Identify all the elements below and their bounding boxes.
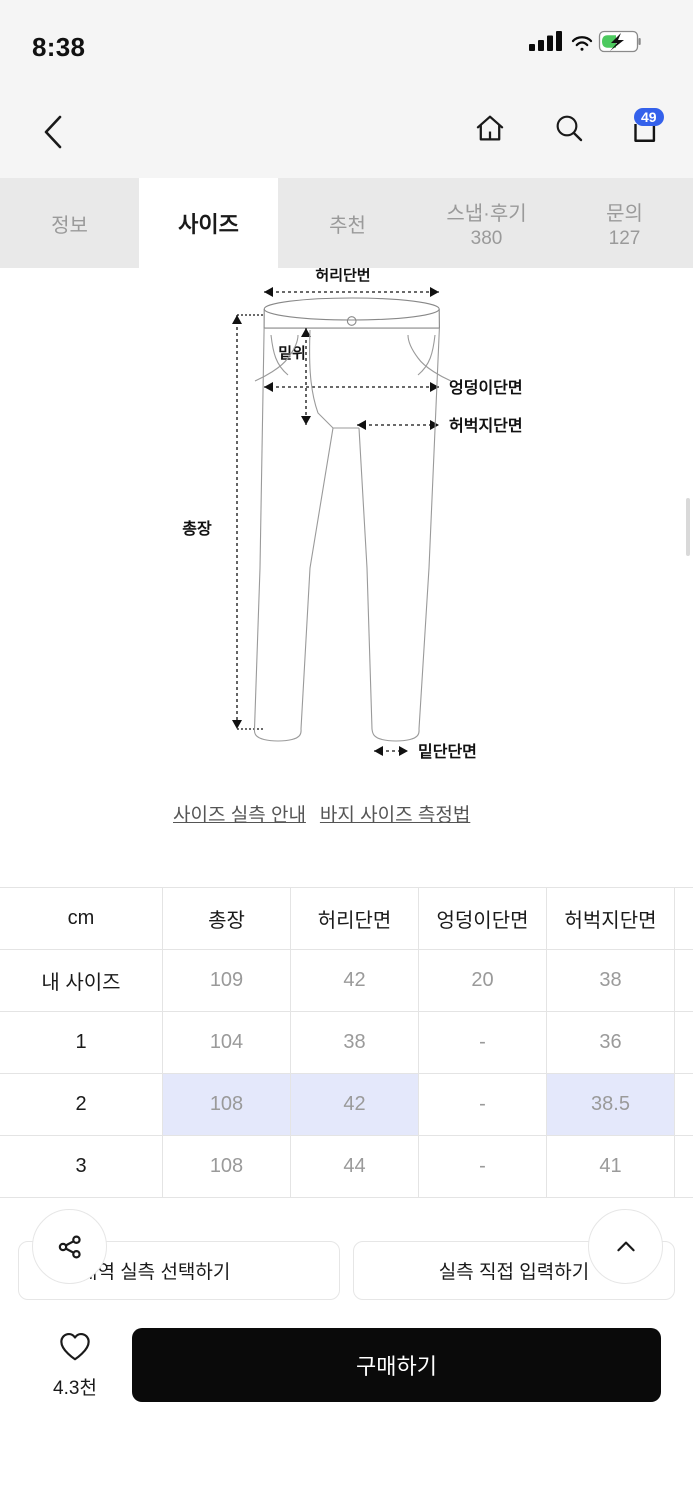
svg-text:밑단단면: 밑단단면: [418, 742, 477, 761]
svg-text:엉덩이단면: 엉덩이단면: [449, 378, 523, 397]
svg-text:허벅지단면: 허벅지단면: [449, 416, 523, 435]
svg-text:허리단번: 허리단번: [315, 268, 370, 284]
svg-text:총장: 총장: [182, 520, 212, 538]
